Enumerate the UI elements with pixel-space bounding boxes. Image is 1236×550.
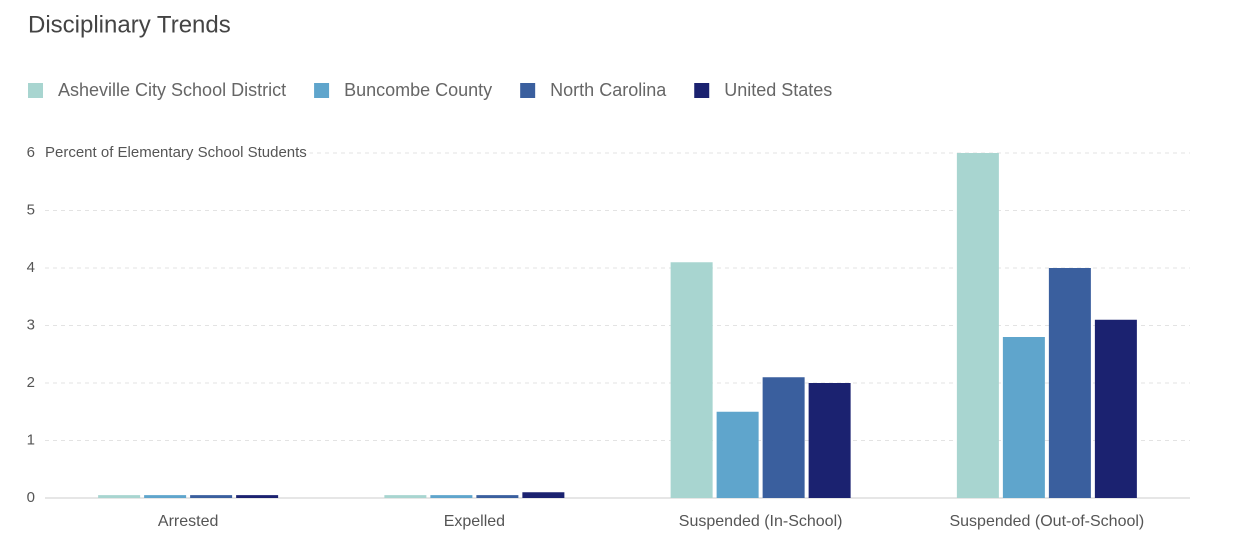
bar (808, 383, 851, 498)
labels: Asheville City School District Buncombe C… (27, 80, 1145, 530)
legend-label: Buncombe County (344, 80, 492, 100)
y-tick-label: 6 (27, 144, 35, 161)
bar (670, 262, 713, 498)
bar (236, 495, 279, 498)
bar (956, 153, 999, 498)
bar (1002, 337, 1045, 498)
bar (1094, 319, 1137, 498)
y-axis-label: Percent of Elementary School Students (45, 144, 307, 161)
bar (144, 495, 187, 498)
y-tick-label: 3 (27, 316, 35, 333)
x-tick-label: Suspended (In-School) (679, 513, 843, 530)
legend-swatch (28, 83, 43, 98)
bar (1048, 268, 1091, 498)
bar (430, 495, 473, 498)
legend-label: United States (724, 80, 832, 100)
bar (522, 492, 565, 498)
bar (762, 377, 805, 498)
y-tick-label: 4 (27, 259, 35, 276)
chart-title: Disciplinary Trends (28, 11, 231, 38)
legend-swatch (314, 83, 330, 98)
x-tick-label: Expelled (444, 513, 505, 530)
y-tick-label: 2 (27, 374, 35, 391)
bar (716, 411, 759, 498)
y-tick-label: 1 (27, 431, 35, 448)
y-tick-label: 5 (27, 201, 35, 218)
bars (98, 153, 1137, 498)
bar (476, 495, 519, 498)
x-tick-label: Arrested (158, 513, 218, 530)
legend-label: North Carolina (550, 80, 667, 100)
x-tick-label: Suspended (Out-of-School) (949, 513, 1144, 530)
bar (384, 495, 427, 498)
y-tick-label: 0 (27, 489, 35, 506)
legend-label: Asheville City School District (58, 80, 286, 100)
grid (45, 152, 1190, 499)
legend-swatch (520, 83, 536, 98)
bar (190, 495, 233, 498)
legend-swatch (694, 83, 710, 98)
bar (98, 495, 141, 498)
